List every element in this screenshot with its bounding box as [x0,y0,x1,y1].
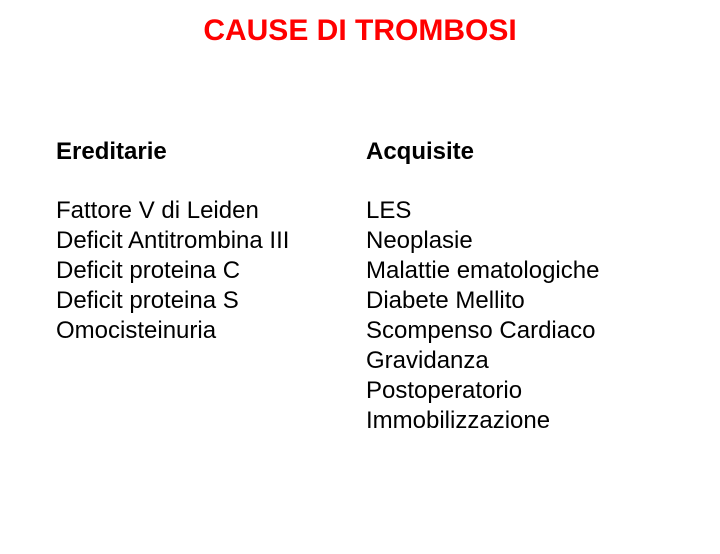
heading-acquisite: Acquisite [366,138,720,166]
list-item: Malattie ematologiche [366,256,720,286]
column-ereditarie: Ereditarie Fattore V di Leiden Deficit A… [56,138,366,436]
list-item: Omocisteinuria [56,316,366,346]
list-item: Fattore V di Leiden [56,196,366,226]
list-item: Deficit Antitrombina III [56,226,366,256]
column-acquisite: Acquisite LES Neoplasie Malattie ematolo… [366,138,720,436]
list-item: LES [366,196,720,226]
list-item: Gravidanza [366,346,720,376]
list-item: Immobilizzazione [366,406,720,436]
list-item: Scompenso Cardiaco [366,316,720,346]
list-item: Diabete Mellito [366,286,720,316]
list-item: Deficit proteina C [56,256,366,286]
list-item: Postoperatorio [366,376,720,406]
list-item: Neoplasie [366,226,720,256]
list-item: Deficit proteina S [56,286,366,316]
heading-ereditarie: Ereditarie [56,138,366,166]
columns-container: Ereditarie Fattore V di Leiden Deficit A… [0,138,720,436]
slide-title: CAUSE DI TROMBOSI [0,14,720,48]
